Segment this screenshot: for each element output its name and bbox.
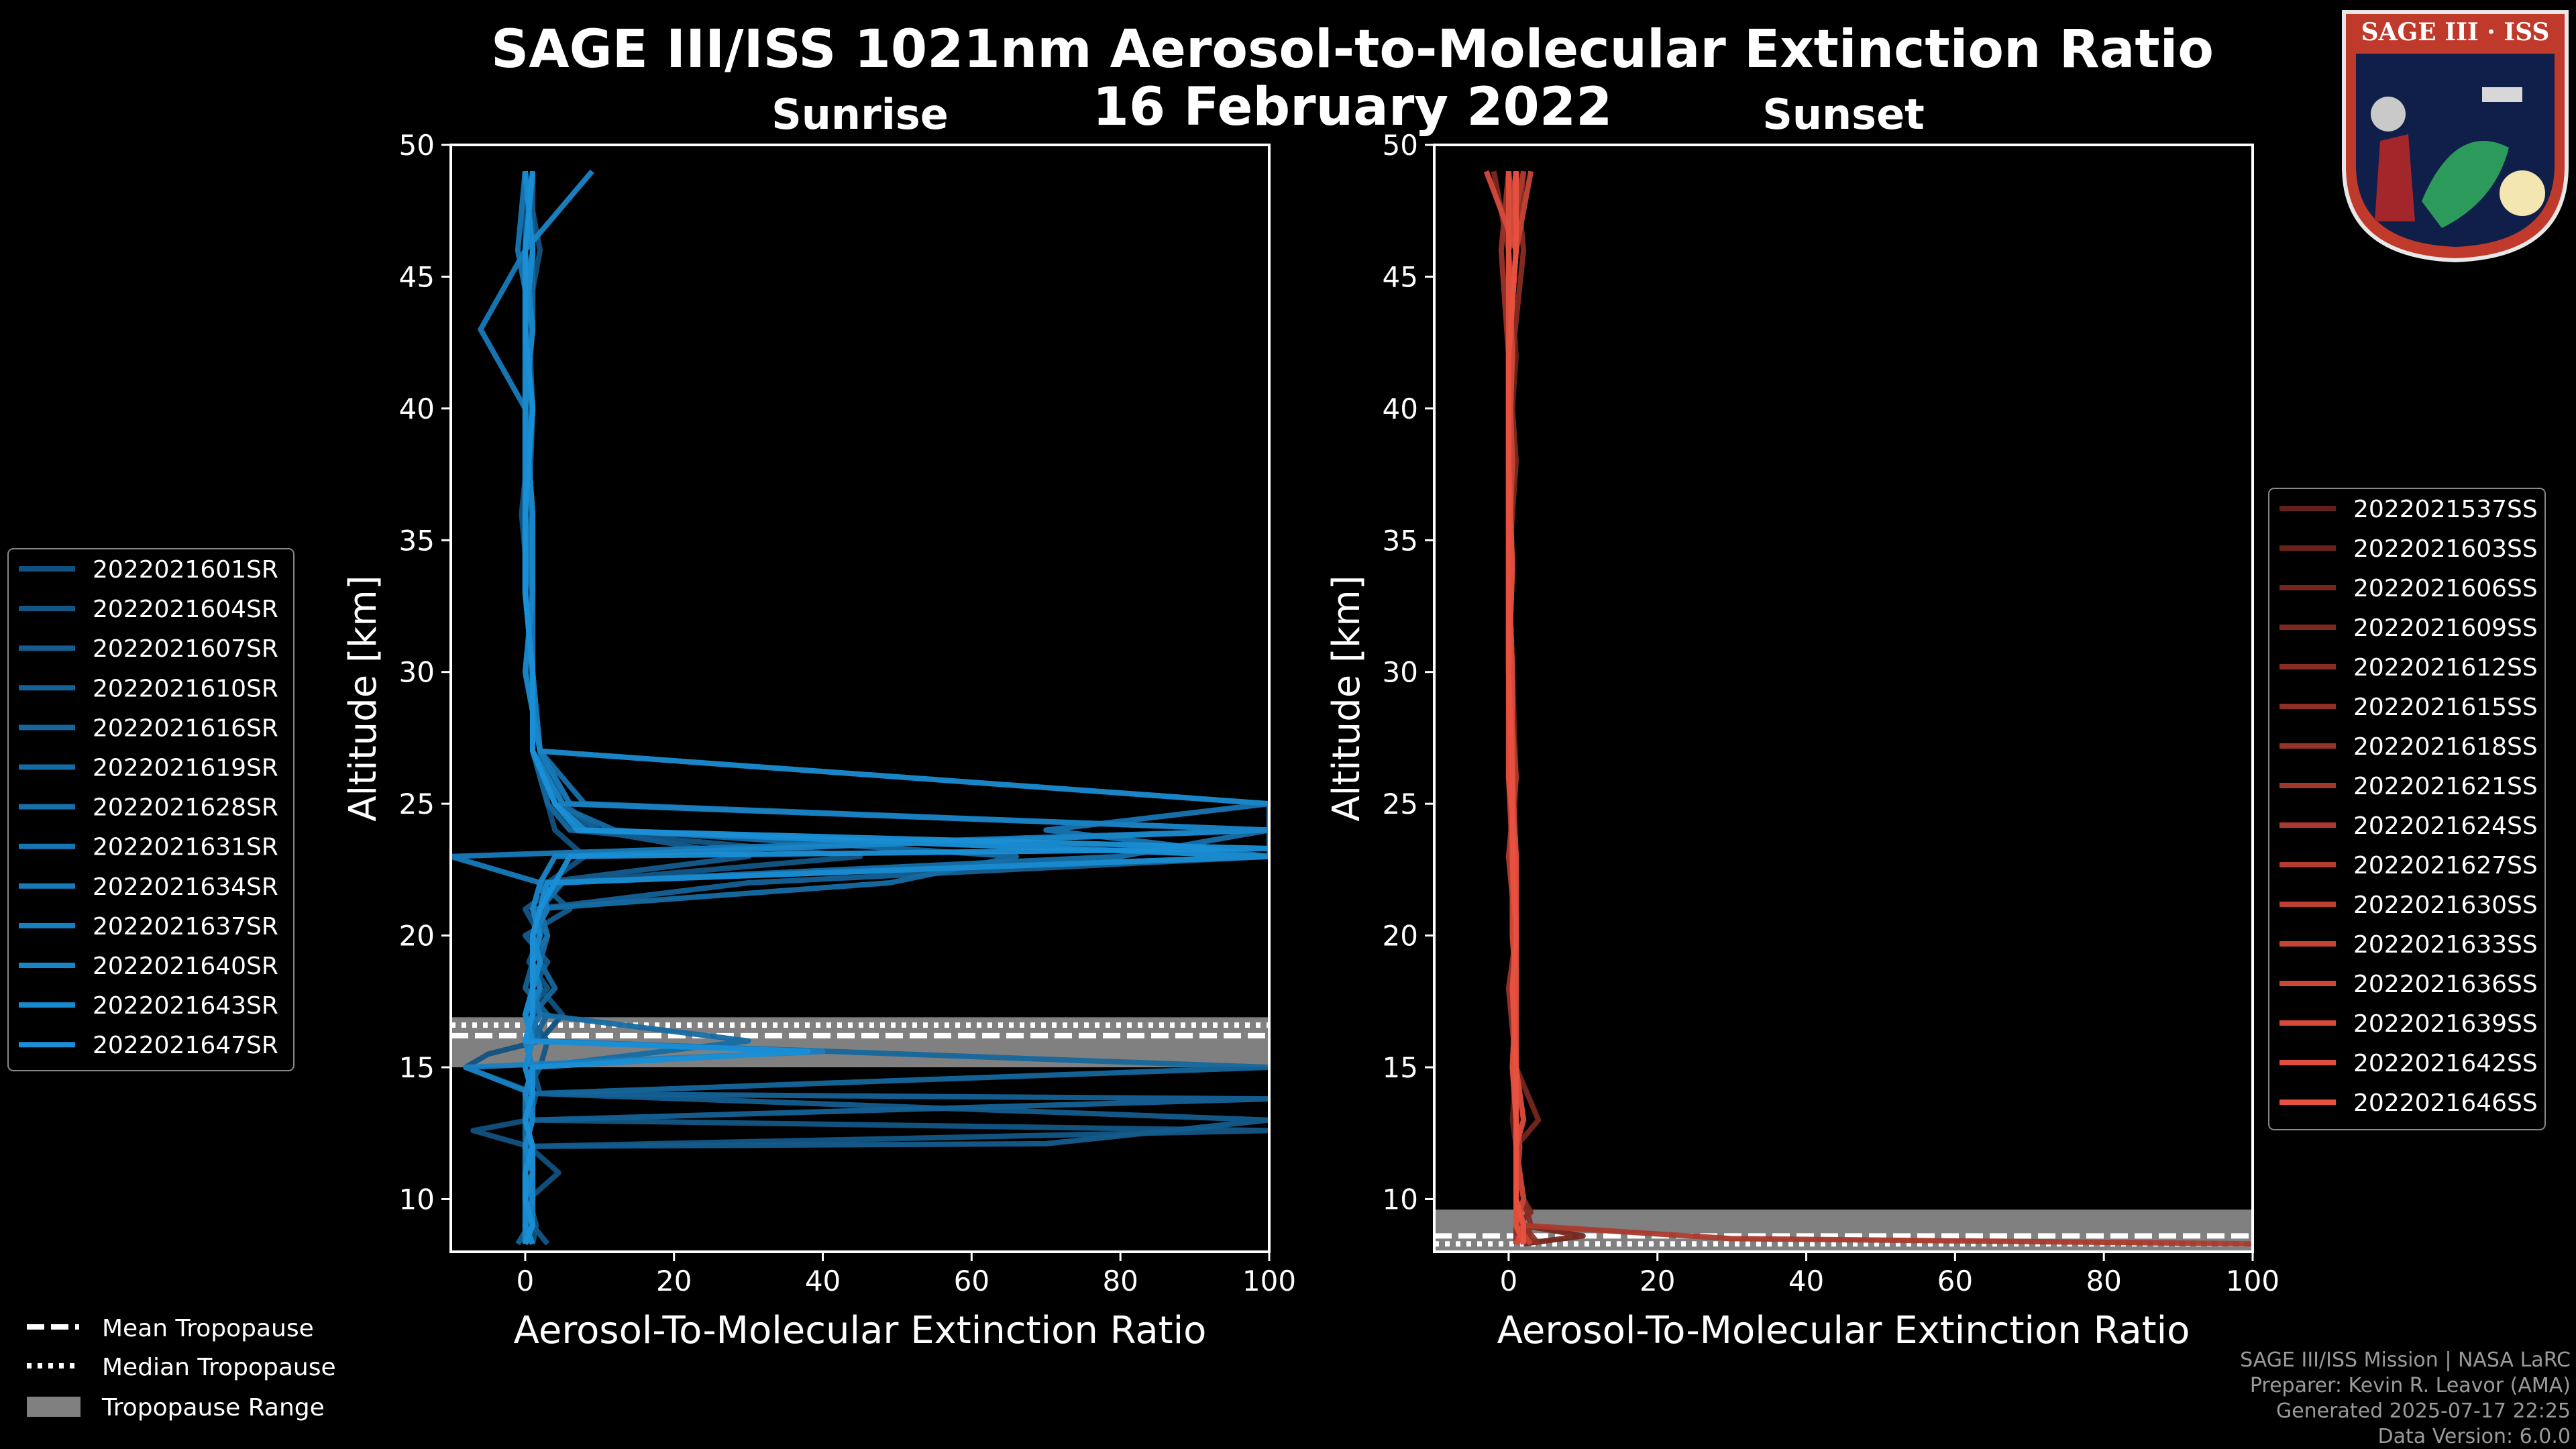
mean-tropopause-label: Mean Tropopause [102,1315,314,1342]
sunrise-y-tick-label: 40 [399,392,435,425]
sunset-panel: 0 20 40 60 80 100 10 15 20 25 30 35 40 45 50 Aerosol-T… [1325,129,2279,1352]
sunset-y-tick-label: 25 [1383,788,1418,820]
sunrise-legend-frame [7,548,294,1071]
sunset-legend-label: 2022021603SS [2353,535,2538,563]
sunrise-x-tick-label: 80 [1102,1265,1138,1297]
sunset-legend-label: 2022021612SS [2353,654,2538,682]
sunset-x-tick-label: 20 [1640,1265,1675,1297]
tropopause-legend: Mean Tropopause Median Tropopause Tropop… [27,1315,336,1421]
sunset-panel-title: Sunset [1762,90,1925,139]
sunset-legend-label: 2022021636SS [2353,971,2538,998]
sunset-legend-label: 2022021537SS [2353,496,2538,523]
sunrise-x-tick-label: 20 [656,1265,692,1297]
logo-title: SAGE III · ISS [2361,18,2550,46]
sunrise-plot-frame [449,144,1271,1253]
sunset-series-line-2022021646SS [1505,171,1527,1244]
sunrise-legend-label: 2022021616SR [93,714,278,742]
sunrise-panel-title: Sunrise [771,90,949,139]
sunset-x-tick-label: 100 [2226,1265,2279,1297]
sunrise-legend-label: 2022021637SR [93,913,278,941]
figure-date: 16 February 2022 [1093,77,1613,138]
sunset-legend-label: 2022021633SS [2353,931,2538,959]
sunrise-legend-label: 2022021604SR [93,596,278,623]
sunrise-legend-label: 2022021610SR [93,675,278,702]
sunrise-x-tick-label: 0 [517,1265,535,1297]
figure-title: SAGE III/ISS 1021nm Aerosol-to-Molecular… [491,19,2214,80]
sunset-y-tick-label: 45 [1383,260,1418,293]
credit-line: Preparer: Kevin R. Leavor (AMA) [2250,1374,2571,1397]
sunset-plot-frame [1433,144,2254,1253]
sunset-legend-label: 2022021627SS [2353,852,2538,879]
sunrise-legend-label: 2022021643SR [93,992,278,1020]
sunset-y-tick-label: 50 [1383,129,1418,162]
sunrise-legend-label: 2022021619SR [93,755,278,782]
sunset-y-tick-label: 15 [1383,1051,1418,1084]
iss-icon [2482,87,2522,102]
sunrise-y-tick-label: 25 [399,788,435,820]
mission-logo: SAGE III · ISS [2342,10,2569,263]
tropopause-range-label: Tropopause Range [101,1394,325,1421]
figure-robe-icon [2375,134,2415,221]
sunset-x-tick-label: 80 [2086,1265,2121,1297]
sunset-y-tick-label: 35 [1383,524,1418,557]
sunset-y-tick-label: 40 [1383,392,1418,425]
sunset-legend-label: 2022021615SS [2353,694,2538,721]
sunset-legend-frame [2268,488,2546,1130]
sunrise-x-tick-label: 100 [1242,1265,1296,1297]
sunrise-legend-label: 2022021631SR [93,834,278,861]
credits: SAGE III/ISS Mission | NASA LaRC Prepare… [2240,1348,2571,1448]
sunset-x-tick-label: 40 [1788,1265,1824,1297]
sunset-legend-label: 2022021624SS [2353,812,2538,840]
sunset-x-axis-label: Aerosol-To-Molecular Extinction Ratio [1497,1309,2190,1352]
sunrise-y-tick-label: 30 [399,656,435,689]
sunset-legend-label: 2022021639SS [2353,1010,2538,1038]
sunset-y-tick-label: 20 [1383,920,1418,953]
sunset-legend-label: 2022021646SS [2353,1089,2538,1117]
sunrise-y-tick-label: 10 [399,1183,435,1216]
median-tropopause-label: Median Tropopause [102,1354,336,1381]
sunrise-panel: 0 20 40 60 80 100 10 15 20 25 30 35 40 45 50 Aerosol-T… [341,129,1296,1352]
sunset-legend-label: 2022021630SS [2353,892,2538,919]
sunrise-legend-label: 2022021601SR [93,556,278,584]
sunset-legend-label: 2022021606SS [2353,575,2538,602]
sunset-legend-label: 2022021609SS [2353,614,2538,642]
sunrise-x-axis-label: Aerosol-To-Molecular Extinction Ratio [514,1309,1207,1352]
sunrise-y-axis-label: Altitude [km] [341,575,385,821]
moon-icon [2371,97,2406,131]
sunrise-y-tick-label: 45 [399,260,435,293]
sunrise-series-line-2022021647SR [522,170,1269,1245]
sunrise-y-tick-label: 35 [399,524,435,557]
sunset-y-axis-label: Altitude [km] [1325,575,1368,821]
tropopause-range-swatch [27,1397,80,1417]
credit-line: Generated 2025-07-17 22:25 [2276,1399,2571,1423]
sunrise-legend-label: 2022021628SR [93,794,278,822]
sunset-x-tick-label: 60 [1937,1265,1973,1297]
sunrise-x-tick-label: 40 [805,1265,841,1297]
sunset-legend: 2022021537SS 2022021603SS 2022021606SS 2022… [2268,488,2546,1130]
sunrise-legend-label: 2022021607SR [93,635,278,663]
sunset-x-tick-label: 0 [1500,1265,1518,1297]
credit-line: SAGE III/ISS Mission | NASA LaRC [2240,1348,2571,1372]
sunset-legend-label: 2022021642SS [2353,1050,2538,1077]
sunset-y-tick-label: 30 [1383,656,1418,689]
sunrise-legend: 2022021601SR 2022021604SR 2022021607SR 2022… [7,548,294,1071]
sunrise-y-tick-label: 15 [399,1051,435,1084]
sunset-legend-label: 2022021621SS [2353,773,2538,800]
sunset-y-tick-label: 10 [1383,1183,1418,1216]
sunrise-legend-label: 2022021640SR [93,953,278,980]
sunrise-x-tick-label: 60 [954,1265,989,1297]
sunrise-legend-label: 2022021634SR [93,873,278,901]
sun-icon [2500,170,2545,216]
credit-line: Data Version: 6.0.0 [2378,1425,2571,1448]
sunset-legend-label: 2022021618SS [2353,733,2538,761]
sunrise-legend-label: 2022021647SR [93,1032,278,1059]
earth-icon [2422,141,2509,228]
sunrise-y-tick-label: 50 [399,129,435,162]
sunrise-y-tick-label: 20 [399,920,435,953]
